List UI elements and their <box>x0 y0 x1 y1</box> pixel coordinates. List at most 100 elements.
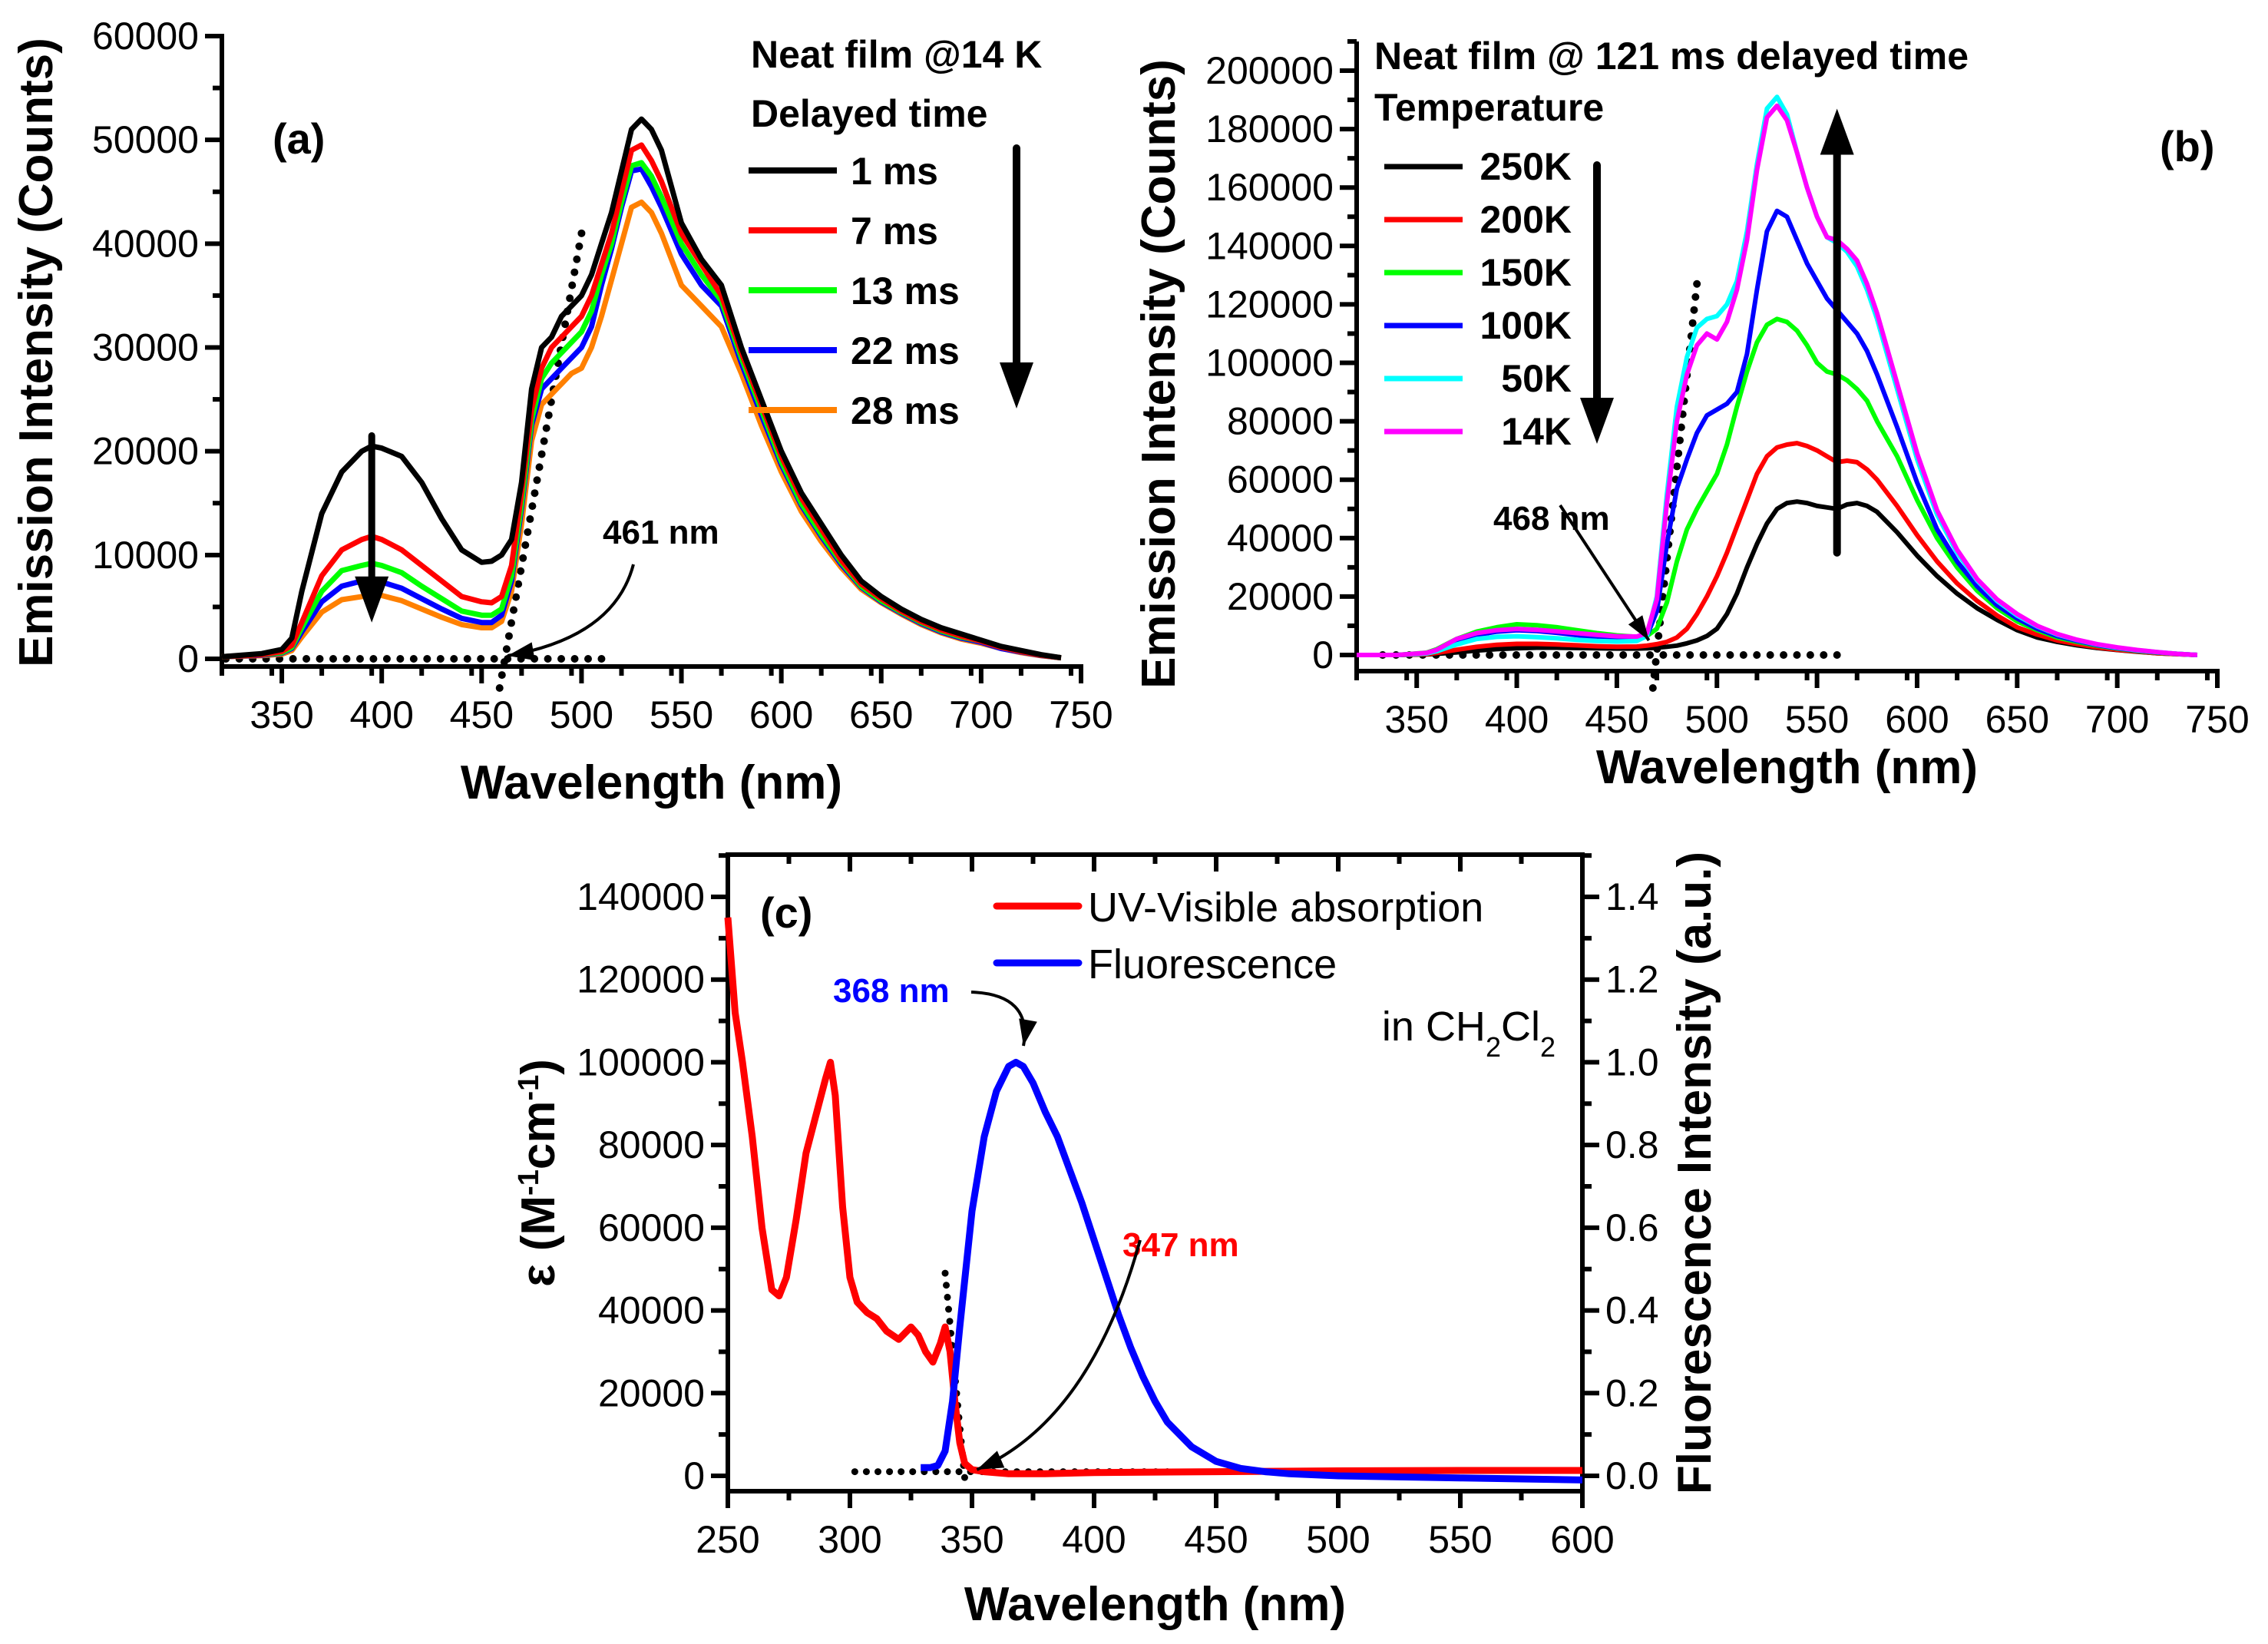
panel-c: 250 300 350 400 450 500 550 600 0 20000 40000 60000… <box>512 852 1721 1631</box>
superscript: -1 <box>513 1075 545 1101</box>
dot <box>561 320 570 329</box>
dot <box>1686 651 1694 659</box>
dot <box>521 541 530 549</box>
legend-label: 100K <box>1479 304 1572 347</box>
dot <box>1672 651 1681 659</box>
y-tick-label: 0.0 <box>1605 1454 1659 1497</box>
legend-label: 200K <box>1479 198 1572 241</box>
annotation-461nm: 461 nm <box>603 514 719 551</box>
annotation-468nm: 468 nm <box>1493 500 1610 538</box>
series-line-absorption <box>724 917 1582 1477</box>
dot <box>519 554 527 562</box>
dot <box>355 655 364 663</box>
dot <box>329 655 337 663</box>
dot <box>542 424 550 432</box>
annotation-arrow-368 <box>970 991 1037 1047</box>
dot <box>584 655 592 663</box>
dot <box>1526 651 1534 659</box>
dot <box>533 476 541 485</box>
x-tick-label: 500 <box>1685 698 1749 741</box>
y-tick-label: 0 <box>683 1454 705 1497</box>
dot <box>960 1474 968 1481</box>
legend-label: 250K <box>1479 145 1572 188</box>
x-tick-label: 650 <box>1985 698 2049 741</box>
annotation-arrow <box>507 564 635 661</box>
dot <box>528 502 537 511</box>
y-tick-label: 10000 <box>92 534 199 577</box>
dot <box>1565 651 1574 659</box>
dot <box>423 655 431 663</box>
y-tick-label: 80000 <box>1227 400 1334 443</box>
arrow-head <box>355 576 389 623</box>
y-tick-label: 60000 <box>598 1206 705 1249</box>
dot <box>1699 651 1708 659</box>
dot <box>1579 651 1587 659</box>
dot <box>1651 658 1660 667</box>
dot <box>544 411 553 419</box>
x-tick-label: 500 <box>1306 1518 1370 1561</box>
label-part: ) <box>512 1059 565 1075</box>
dot <box>1605 651 1614 659</box>
dot <box>573 255 581 263</box>
y-tick-label: 0 <box>1312 633 1334 676</box>
dot <box>1753 651 1761 659</box>
y-tick-label: 20000 <box>1227 575 1334 618</box>
dot <box>526 515 534 524</box>
legend-title: Neat film @ 121 ms delayed time <box>1374 35 1969 78</box>
x-tick-label: 600 <box>1885 698 1949 741</box>
solvent-note: in CH2Cl2 <box>1382 1004 1556 1063</box>
dot <box>1645 651 1654 659</box>
dot <box>568 281 577 289</box>
baseline-dotted <box>222 655 606 663</box>
dot <box>1650 671 1658 680</box>
x-tick-label: 450 <box>1184 1518 1248 1561</box>
dot <box>1675 449 1683 458</box>
legend-label: 14K <box>1501 410 1572 453</box>
dot <box>382 655 391 663</box>
legend-subtitle: Temperature <box>1374 86 1604 129</box>
x-tick-label: 250 <box>696 1518 759 1561</box>
y-tick-label: 200000 <box>1205 49 1334 92</box>
x-tick-label: 550 <box>650 693 713 736</box>
dot <box>1552 651 1561 659</box>
x-tick-label: 550 <box>1428 1518 1492 1561</box>
x-tick-label: 750 <box>2185 698 2249 741</box>
legend-subtitle: Delayed time <box>751 92 987 135</box>
dot <box>862 1468 870 1476</box>
y-tick-label: 0.2 <box>1605 1371 1659 1414</box>
legend-label: Fluorescence <box>1088 941 1337 987</box>
panel-label: (b) <box>2160 122 2215 170</box>
dot <box>1739 651 1747 659</box>
dot <box>1820 651 1828 659</box>
dot <box>1673 462 1681 471</box>
dot <box>1833 651 1841 659</box>
y-tick-label: 80000 <box>598 1123 705 1166</box>
arrow-head <box>977 1450 1005 1470</box>
y-tick-label: 140000 <box>577 875 705 918</box>
dot <box>463 655 471 663</box>
arrow-curve <box>507 564 635 657</box>
dot <box>944 1293 951 1301</box>
dot <box>575 242 584 250</box>
x-tick-label: 400 <box>1485 698 1549 741</box>
series-line-fluorescence <box>921 1058 1583 1484</box>
y-tick-label: 100000 <box>1205 342 1334 385</box>
legend-label: 50K <box>1501 357 1572 400</box>
dot <box>1486 651 1494 659</box>
x-tick-label: 700 <box>949 693 1013 736</box>
dot <box>1713 651 1721 659</box>
dot <box>316 655 324 663</box>
x-tick-label: 650 <box>849 693 913 736</box>
y-axis-title: Emission Intensity (Counts) <box>1132 59 1185 689</box>
dot <box>1688 319 1697 327</box>
annotation-368nm: 368 nm <box>833 972 950 1010</box>
dot <box>946 1318 954 1325</box>
x-tick-label: 550 <box>1785 698 1849 741</box>
y-tick-label: 0 <box>177 637 199 680</box>
dot <box>943 1282 951 1289</box>
x-tick-label: 400 <box>349 693 413 736</box>
increase-arrow <box>1820 108 1854 557</box>
x-tick-label: 450 <box>450 693 514 736</box>
dot <box>477 655 485 663</box>
